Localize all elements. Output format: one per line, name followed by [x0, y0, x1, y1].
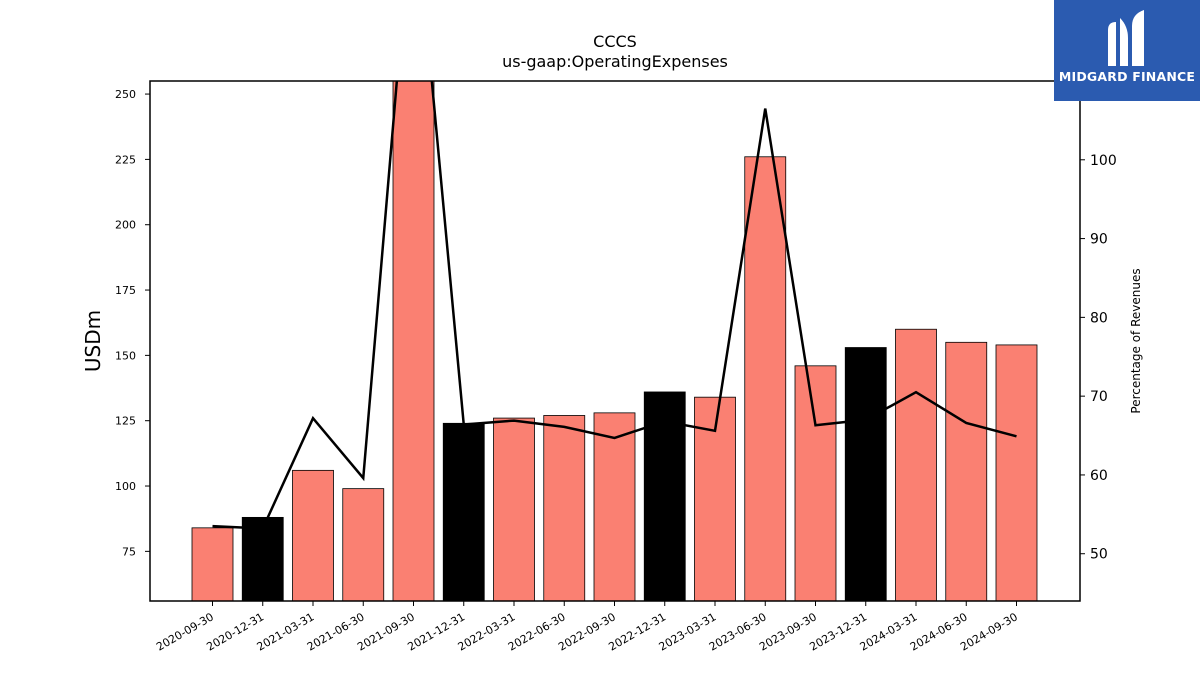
bar-2022-03-31	[493, 417, 535, 601]
bar-2021-03-31	[292, 469, 334, 601]
y-tick-label: 150	[115, 349, 136, 362]
logo-mark-icon	[1108, 10, 1144, 66]
bar-2022-09-30	[593, 412, 636, 601]
bar-2021-09-30	[392, 81, 435, 601]
percentage-line	[212, 81, 1017, 530]
bar-2024-09-30	[995, 344, 1038, 601]
y-axis-label: USDm	[81, 310, 105, 372]
y2-tick-label: 80	[1090, 310, 1108, 326]
bar-2022-06-30	[543, 415, 586, 601]
y2-tick-label: 90	[1090, 232, 1108, 248]
bar-2020-09-30	[191, 527, 234, 601]
bar-2024-03-31	[895, 328, 937, 601]
y-tick-label: 125	[115, 415, 136, 428]
y2-tick-label: 100	[1090, 153, 1117, 169]
bar-2023-09-30	[794, 365, 837, 601]
y-tick-label: 100	[115, 480, 136, 493]
y-tick-label: 75	[122, 545, 136, 558]
y2-tick-label: 70	[1090, 389, 1108, 405]
bar-2023-06-30	[744, 156, 787, 601]
y2-axis-label: Percentage of Revenues	[1129, 268, 1143, 413]
y-tick-label: 250	[115, 88, 136, 101]
y-tick-label: 175	[115, 284, 136, 297]
chart-subtitle: us-gaap:OperatingExpenses	[502, 52, 728, 71]
bar-2021-12-31	[442, 422, 485, 601]
x-tick-label: 2024-09-30	[958, 610, 1020, 653]
bar-2024-06-30	[945, 341, 988, 601]
y2-tick-label: 50	[1090, 547, 1108, 563]
y-tick-label: 225	[115, 153, 136, 166]
logo-text: MIDGARD FINANCE	[1058, 69, 1196, 84]
bar-2023-12-31	[844, 347, 887, 601]
bar-2020-12-31	[241, 516, 284, 601]
bar-2021-06-30	[342, 488, 385, 601]
y-tick-label: 200	[115, 219, 136, 232]
y2-tick-label: 60	[1090, 468, 1108, 484]
chart-title: CCCS	[593, 32, 637, 51]
brand-logo: MIDGARD FINANCE	[1054, 0, 1200, 101]
